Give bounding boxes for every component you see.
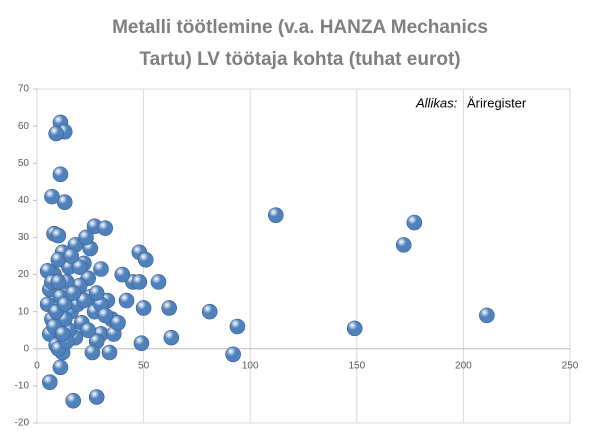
data-point [267,207,284,223]
data-point [346,320,363,337]
data-point [63,248,79,264]
x-tick-label: 0 [34,360,40,371]
x-tick-label: 50 [138,360,150,371]
data-point [88,285,105,301]
data-point [93,261,109,277]
data-point [225,346,241,363]
y-tick-label: -20 [15,418,30,429]
data-point [406,214,423,231]
data-point [395,237,412,253]
data-point [52,166,69,183]
data-point [150,274,167,290]
data-point [48,125,64,142]
data-point [50,274,67,290]
data-point [114,266,131,283]
data-point [133,335,150,352]
data-point [97,307,114,324]
y-tick-label: 30 [18,232,30,243]
y-tick-label: 70 [18,84,30,95]
data-point [76,292,92,309]
data-point [101,344,118,361]
data-point [131,274,148,290]
plot-area [36,88,571,424]
x-tick-label: 200 [455,360,472,371]
data-point [201,303,218,320]
x-tick-label: 150 [348,360,365,371]
data-point [229,318,246,335]
data-point [41,374,58,390]
x-tick-label: 250 [562,360,579,371]
y-tick-label: 50 [18,158,30,169]
data-point [54,326,71,342]
y-tick-label: 20 [18,269,30,280]
data-point [80,322,96,339]
y-tick-label: 60 [18,121,30,132]
y-tick-label: 40 [18,195,30,206]
chart-title: Metalli töötlemine (v.a. HANZA Mechanics [112,17,488,38]
data-point [118,292,135,309]
data-point [88,389,105,405]
data-point [44,188,60,205]
y-tick-label: -10 [15,381,30,392]
data-point [84,344,101,361]
chart-title: Tartu) LV töötaja kohta (tuhat eurot) [139,49,460,70]
data-point [479,307,495,324]
data-point [50,227,67,244]
data-point [137,251,154,268]
data-point [97,220,114,236]
data-point [78,229,94,246]
data-point [65,392,82,409]
annotation-text: Äriregister [467,95,527,110]
data-point [135,300,152,316]
x-tick-label: 100 [242,360,259,371]
data-point [71,259,88,275]
data-point [110,314,126,331]
data-point [56,296,73,313]
y-tick-label: 0 [23,343,29,354]
data-point [52,359,69,376]
annotation-label: Allikas: [415,95,458,110]
data-point [163,329,180,346]
data-point [65,285,82,301]
y-tick-label: 10 [18,306,30,317]
data-point [161,300,177,316]
